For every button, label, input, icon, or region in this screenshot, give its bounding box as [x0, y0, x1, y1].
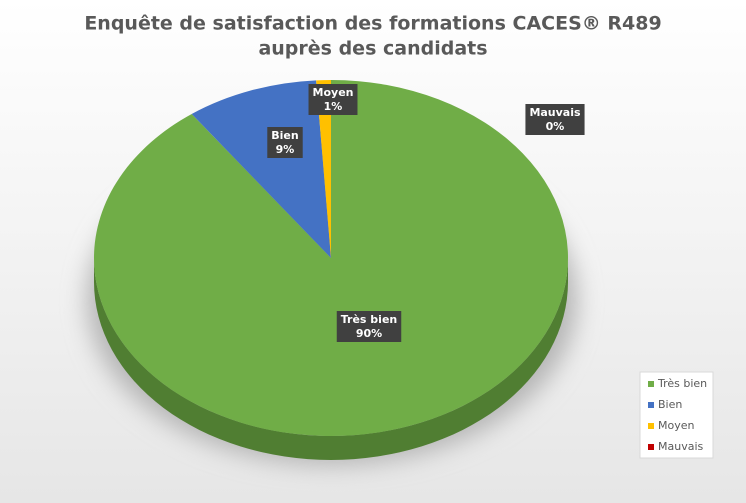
legend-label: Moyen: [658, 419, 694, 432]
data-label-box: [336, 311, 402, 342]
legend-swatch: [648, 423, 654, 429]
legend-label: Très bien: [657, 377, 707, 390]
data-label-category: Mauvais: [529, 106, 581, 119]
data-label-category: Moyen: [313, 86, 354, 99]
legend-label: Mauvais: [658, 440, 704, 453]
legend-label: Bien: [658, 398, 682, 411]
data-label-value: 9%: [276, 143, 295, 156]
data-label-value: 90%: [356, 327, 382, 340]
legend-swatch: [648, 444, 654, 450]
data-label-value: 0%: [546, 120, 565, 133]
data-label-category: Bien: [271, 129, 298, 142]
pie-slice: [316, 80, 331, 258]
data-label-box: [267, 127, 303, 158]
legend-swatch: [648, 381, 654, 387]
data-label-box: [308, 84, 358, 115]
chart-title: Enquête de satisfaction des formations C…: [84, 13, 661, 35]
pie-slice: [191, 80, 331, 258]
chart-title: auprès des candidats: [258, 38, 487, 60]
data-label-category: Très bien: [341, 313, 398, 326]
data-label-box: [525, 104, 585, 135]
legend-swatch: [648, 402, 654, 408]
data-label-value: 1%: [324, 100, 343, 113]
